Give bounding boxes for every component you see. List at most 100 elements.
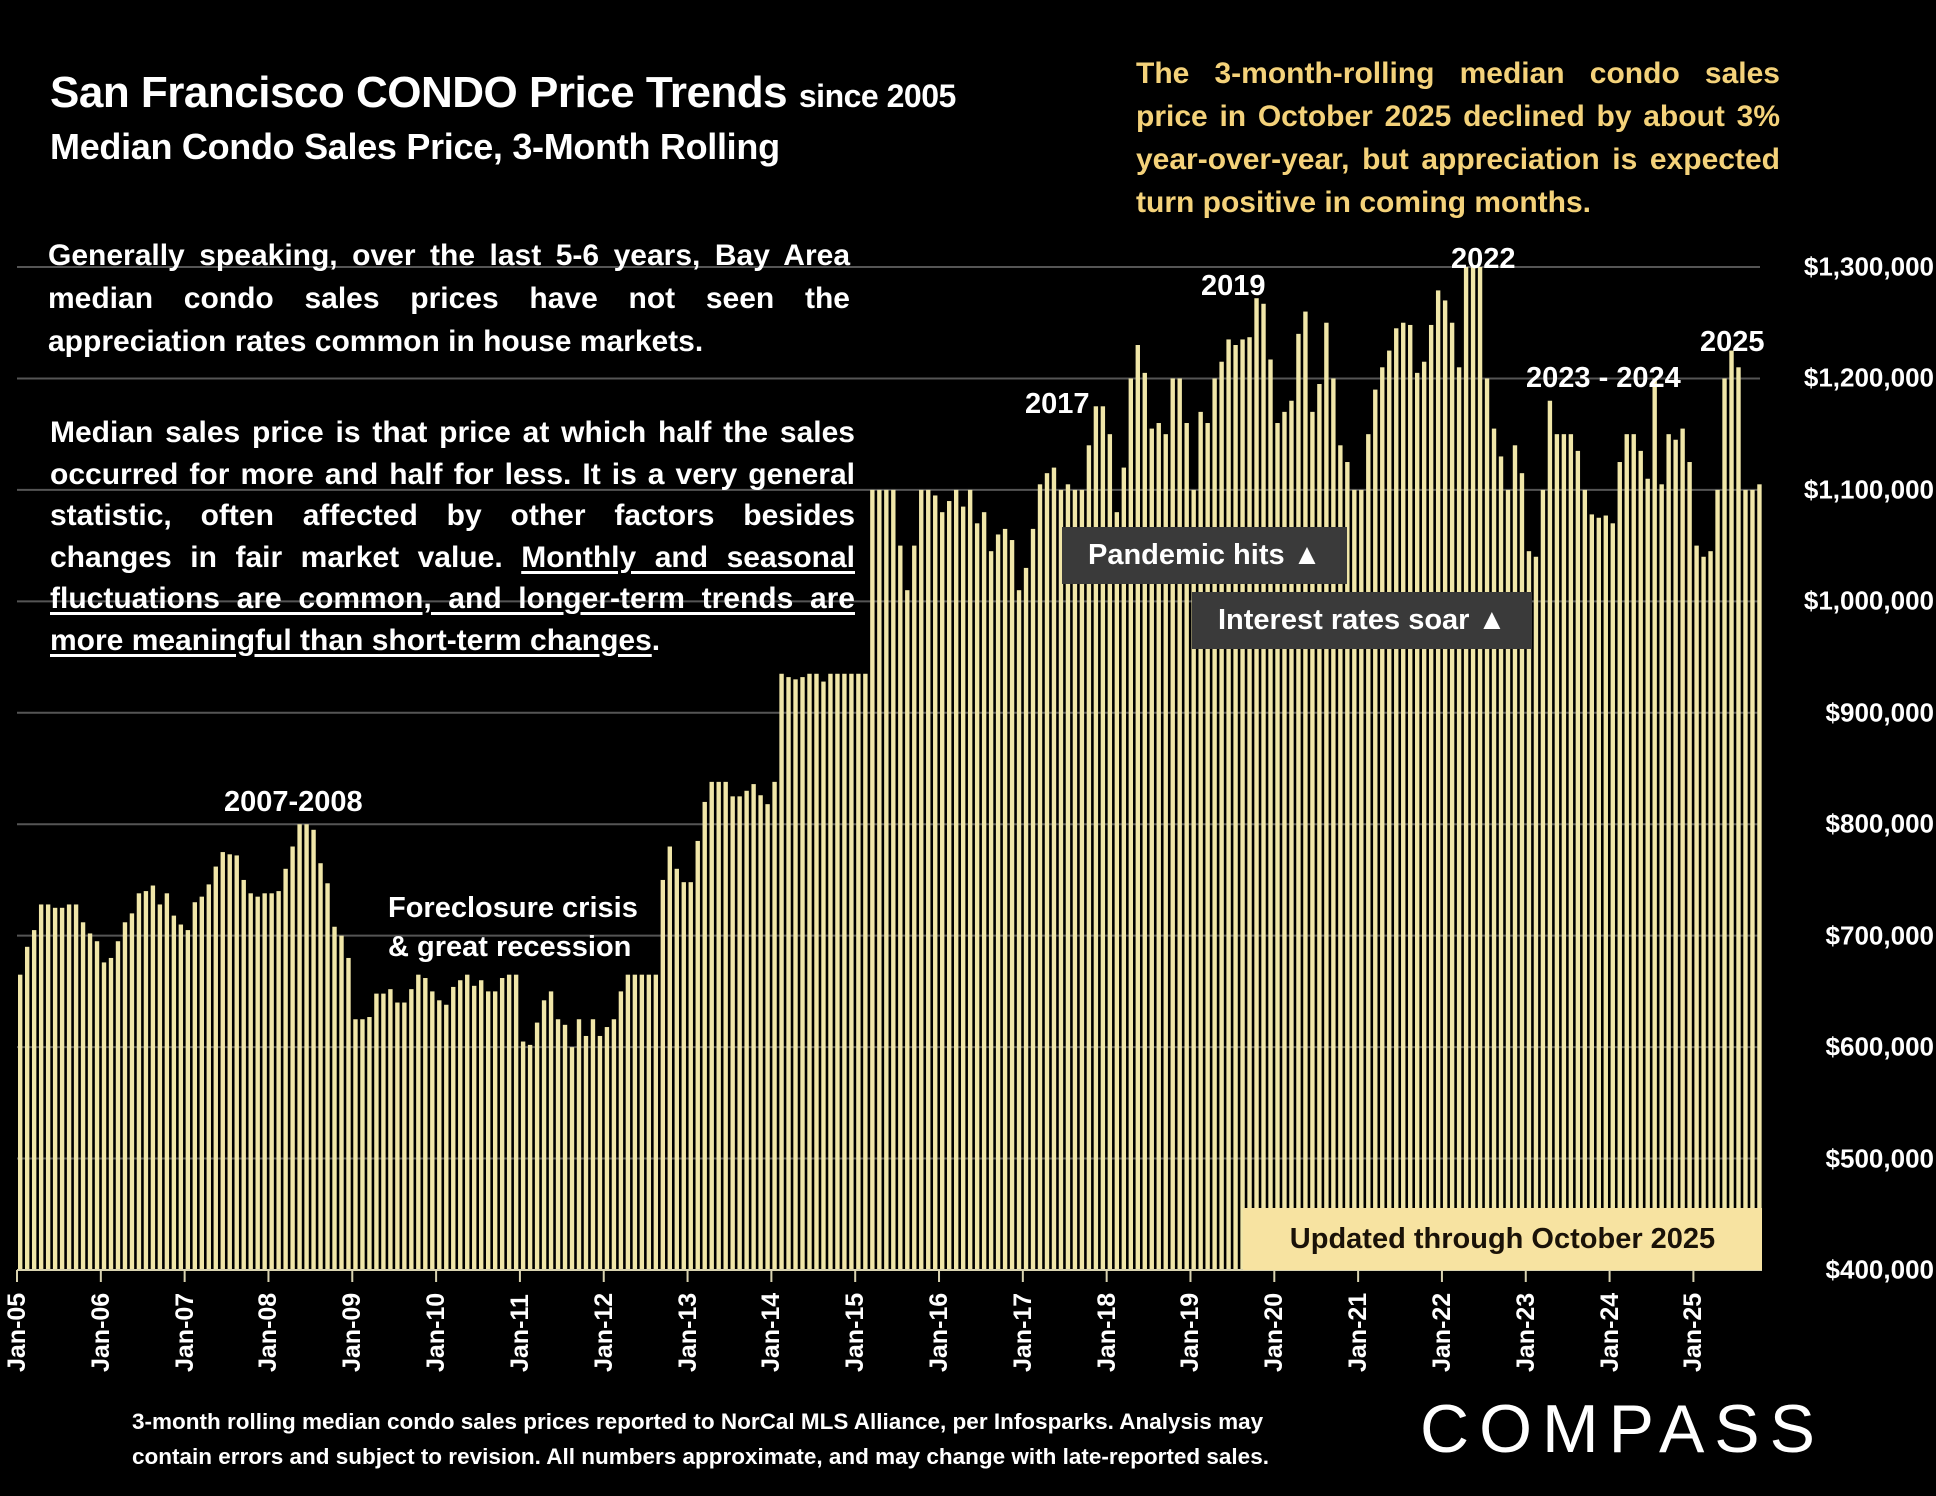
bar [129, 913, 135, 1270]
bar [283, 868, 288, 1270]
bar [898, 545, 903, 1270]
bar [367, 1017, 372, 1270]
bar [1226, 339, 1231, 1270]
bar [255, 896, 260, 1270]
bar [1491, 428, 1497, 1270]
bar [1659, 484, 1664, 1271]
bar [199, 896, 204, 1270]
bar [1645, 478, 1650, 1270]
bar [1352, 489, 1357, 1270]
bar [1135, 345, 1140, 1270]
bar [1380, 367, 1385, 1270]
bar [1568, 434, 1574, 1271]
bar [1498, 456, 1504, 1270]
bar [960, 506, 966, 1270]
y-tick-label: $600,000 [1825, 1031, 1934, 1062]
bar [688, 882, 693, 1270]
bar [318, 863, 323, 1270]
bar [1345, 462, 1350, 1270]
x-tick-label: Jan-25 [1679, 1292, 1708, 1372]
bar [1086, 445, 1092, 1270]
bar [1100, 406, 1106, 1270]
bar [534, 1022, 540, 1270]
updated-through-label: Updated through October 2025 [1243, 1208, 1762, 1270]
bar [1233, 345, 1238, 1270]
bar [150, 885, 156, 1270]
bar [472, 985, 477, 1270]
bar [995, 534, 1001, 1270]
bar [1470, 267, 1476, 1270]
bar [360, 1019, 365, 1270]
bar [919, 489, 924, 1270]
bar [1680, 428, 1685, 1270]
y-tick-label: $400,000 [1825, 1254, 1934, 1285]
bar [772, 781, 777, 1270]
bar [388, 989, 393, 1270]
bar [1170, 378, 1175, 1270]
bar [332, 926, 337, 1270]
bar [1715, 489, 1720, 1270]
bar [1582, 489, 1588, 1270]
bar [1694, 545, 1699, 1270]
y-tick-label: $1,300,000 [1803, 251, 1934, 282]
bar [974, 523, 980, 1270]
bar [241, 879, 246, 1270]
yoy-callout: The 3-month-rolling median condo sales p… [1136, 57, 1780, 219]
bar [828, 673, 833, 1270]
bar [1289, 400, 1294, 1270]
bar [1477, 267, 1483, 1270]
bar [1247, 337, 1252, 1271]
x-tick-label: Jan-21 [1344, 1292, 1373, 1372]
bar [1002, 528, 1008, 1270]
bar [444, 1004, 449, 1270]
bar [1708, 551, 1713, 1270]
bar [695, 840, 700, 1270]
bar [681, 882, 686, 1270]
bar [31, 930, 37, 1270]
bar [947, 501, 952, 1270]
bar [1687, 462, 1692, 1270]
y-tick-label: $700,000 [1825, 920, 1934, 951]
bar [206, 884, 211, 1270]
bar [569, 1047, 575, 1270]
bar [311, 829, 316, 1270]
paragraph2-plain: Median sales price is that price at whic… [50, 416, 855, 574]
bar [66, 904, 72, 1270]
bar [800, 677, 805, 1270]
bar [1324, 322, 1329, 1270]
bar [1743, 489, 1748, 1270]
bar [499, 978, 505, 1270]
bar [1505, 489, 1511, 1270]
x-tick-label: Jan-07 [170, 1292, 199, 1372]
x-tick-label: Jan-05 [3, 1292, 31, 1372]
bar [1156, 423, 1161, 1270]
y-tick-label: $1,000,000 [1803, 585, 1934, 616]
bar [555, 1019, 561, 1270]
bar [597, 1035, 603, 1270]
bar-series [18, 267, 1762, 1271]
bar [590, 1019, 596, 1270]
x-tick-label: Jan-12 [589, 1292, 618, 1372]
bar [625, 974, 631, 1270]
bar [1093, 406, 1099, 1270]
bar [611, 1019, 617, 1270]
annotation-foreclosure-line1: Foreclosure crisis [388, 892, 638, 924]
bar [1750, 489, 1755, 1270]
bar [632, 974, 638, 1270]
bar [1729, 350, 1734, 1270]
bar [1191, 489, 1196, 1270]
bar [346, 957, 351, 1270]
annotation-2019: 2019 [1201, 270, 1266, 302]
bar [1554, 434, 1560, 1271]
bar [702, 801, 707, 1270]
bar [765, 804, 770, 1270]
bar [213, 866, 218, 1270]
commentary-paragraph-1: Generally speaking, over the last 5-6 ye… [48, 239, 850, 358]
bar [751, 784, 756, 1270]
paragraph2-underlined: Monthly and seasonal fluctuations are co… [50, 540, 855, 657]
bar [1149, 428, 1154, 1270]
bar [1051, 467, 1057, 1271]
bar [1184, 423, 1189, 1270]
bar [1268, 359, 1273, 1270]
bar [227, 854, 232, 1270]
